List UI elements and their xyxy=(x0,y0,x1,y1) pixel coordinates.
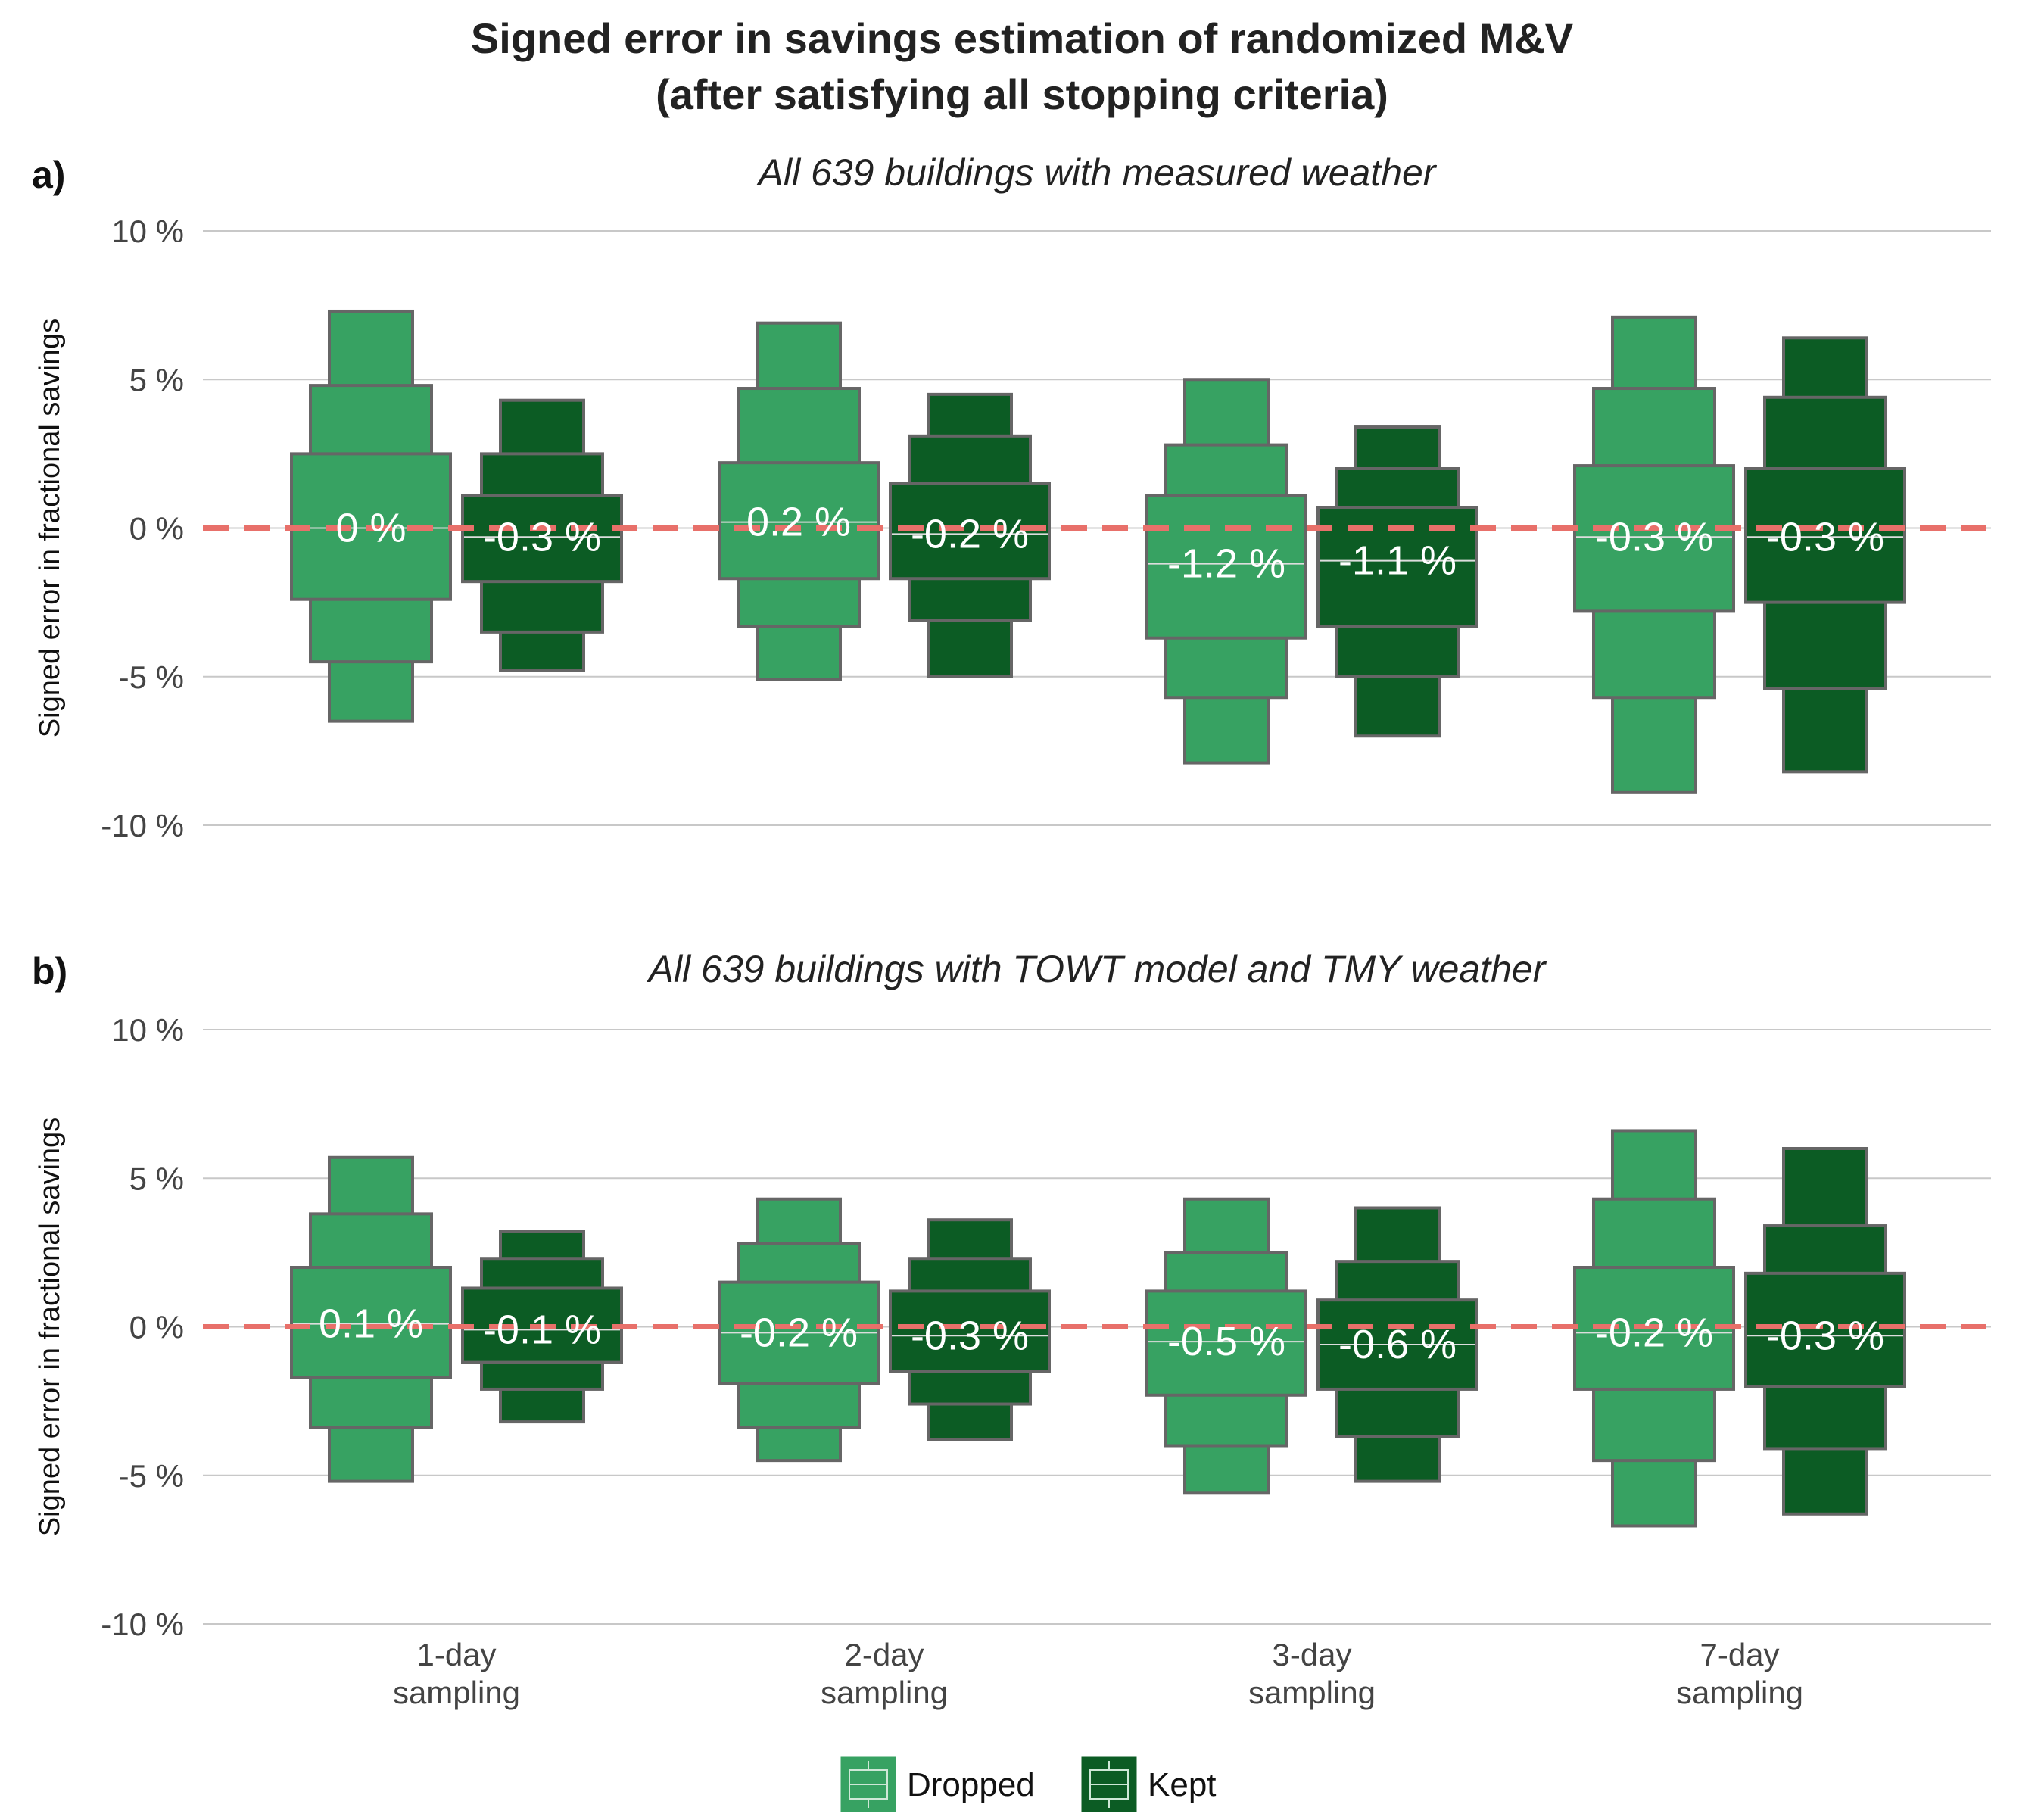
panel-subtitle: All 639 buildings with measured weather xyxy=(756,151,1438,194)
median-label: -1.1 % xyxy=(1338,538,1457,584)
median-label: -0.5 % xyxy=(1167,1319,1285,1364)
boxes xyxy=(290,1129,1906,1528)
box-level-1 xyxy=(1744,1271,1906,1388)
median-labels: 0 % 0.2 % -1.2 % -0.3 % -0.3 % -0.2 % -1.1 % -0… xyxy=(335,500,1884,587)
legend: Dropped Kept xyxy=(840,1756,1217,1813)
y-tick-label: 0 % xyxy=(129,1310,184,1345)
median-label: -0.3 % xyxy=(1766,514,1884,559)
box-level-1 xyxy=(718,461,880,581)
x-tick-label: sampling xyxy=(1248,1675,1376,1710)
x-tick-label: sampling xyxy=(1676,1675,1803,1710)
x-axis: 1-daysampling2-daysampling3-daysampling7… xyxy=(393,1637,1803,1710)
y-tick-label: 10 % xyxy=(111,213,184,249)
box-level-1 xyxy=(889,1289,1051,1373)
y-axis-label: Signed error in fractional savings xyxy=(34,1117,66,1536)
boxes xyxy=(290,309,1906,794)
box-level-1 xyxy=(290,1266,452,1379)
median-label: -0.3 % xyxy=(483,514,601,559)
chart-title-line2: (after satisfying all stopping criteria) xyxy=(656,70,1388,118)
box-kept-2 xyxy=(889,1218,1051,1441)
median-label: -1.2 % xyxy=(1167,541,1285,587)
median-labels: 0.1 % -0.2 % -0.5 % -0.2 % -0.1 % -0.3 % -0.6 … xyxy=(319,1301,1884,1367)
y-axis-label: Signed error in fractional savings xyxy=(34,319,66,737)
median-label: -0.6 % xyxy=(1338,1322,1457,1367)
box-kept-3 xyxy=(1316,425,1478,738)
panel-a: a) All 639 buildings with measured weathe… xyxy=(32,151,1991,843)
median-label: -0.3 % xyxy=(911,1313,1029,1358)
panels: a) All 639 buildings with measured weathe… xyxy=(32,151,1991,1642)
box-level-1 xyxy=(889,482,1051,581)
box-level-1 xyxy=(461,494,623,584)
box-kept-4 xyxy=(1744,336,1906,774)
y-tick-label: 5 % xyxy=(129,1161,184,1196)
y-tick-label: -10 % xyxy=(101,808,184,843)
median-label: -0.2 % xyxy=(1595,1310,1713,1355)
box-level-1 xyxy=(1573,464,1735,613)
box-kept-4 xyxy=(1744,1147,1906,1516)
panel-b: b) All 639 buildings with TOWT model and … xyxy=(32,948,1991,1642)
box-dropped-3 xyxy=(1145,378,1307,765)
box-level-1 xyxy=(1145,1289,1307,1397)
panel-tag: a) xyxy=(32,154,65,196)
box-dropped-3 xyxy=(1145,1197,1307,1495)
x-tick-label: sampling xyxy=(393,1675,520,1710)
box-level-1 xyxy=(1744,467,1906,604)
box-kept-2 xyxy=(889,392,1051,678)
box-kept-3 xyxy=(1316,1206,1478,1483)
x-tick-label: 2-day xyxy=(844,1637,924,1672)
box-level-1 xyxy=(1145,494,1307,640)
median-label: 0.2 % xyxy=(746,500,851,545)
chart-title-line1: Signed error in savings estimation of ra… xyxy=(471,14,1573,62)
median-label: 0.1 % xyxy=(319,1301,423,1347)
legend-label: Kept xyxy=(1148,1766,1217,1803)
y-tick-label: 10 % xyxy=(111,1012,184,1048)
y-tick-label: 0 % xyxy=(129,511,184,547)
legend-item-kept: Kept xyxy=(1080,1756,1217,1813)
median-label: -0.2 % xyxy=(911,511,1029,556)
panel-tag: b) xyxy=(32,950,67,993)
x-tick-label: 1-day xyxy=(416,1637,496,1672)
box-dropped-1 xyxy=(290,1155,452,1483)
y-tick-label: 5 % xyxy=(129,362,184,397)
median-label: -0.3 % xyxy=(1766,1313,1884,1358)
box-dropped-4 xyxy=(1573,315,1735,794)
box-dropped-1 xyxy=(290,309,452,723)
x-tick-label: 7-day xyxy=(1700,1637,1779,1672)
legend-label: Dropped xyxy=(907,1766,1035,1803)
box-dropped-2 xyxy=(718,1197,880,1463)
median-label: -0.1 % xyxy=(483,1307,601,1352)
x-tick-label: sampling xyxy=(821,1675,948,1710)
y-tick-label: -10 % xyxy=(101,1607,184,1642)
y-tick-label: -5 % xyxy=(119,659,184,695)
panel-subtitle: All 639 buildings with TOWT model and TM… xyxy=(647,948,1547,990)
box-dropped-2 xyxy=(718,321,880,681)
box-kept-1 xyxy=(461,398,623,672)
legend-item-dropped: Dropped xyxy=(840,1756,1035,1813)
median-label: -0.3 % xyxy=(1595,514,1713,559)
x-tick-label: 3-day xyxy=(1272,1637,1351,1672)
median-label: 0 % xyxy=(335,506,406,551)
median-label: -0.2 % xyxy=(740,1310,858,1355)
y-tick-label: -5 % xyxy=(119,1458,184,1494)
